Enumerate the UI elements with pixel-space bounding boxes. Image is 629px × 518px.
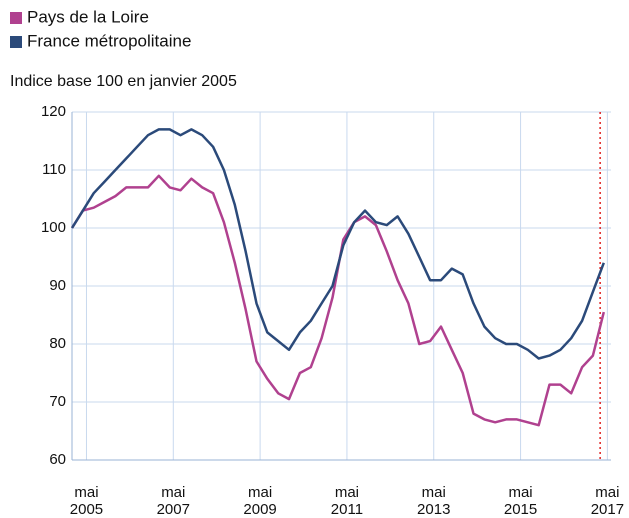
legend-swatch	[10, 36, 22, 48]
x-tick-label: mai 2011	[330, 484, 364, 518]
y-tick-label: 70	[49, 393, 66, 410]
x-tick-label: mai 2007	[156, 484, 190, 518]
y-tick-label: 60	[49, 451, 66, 468]
series-line	[70, 174, 606, 427]
subtitle: Indice base 100 en janvier 2005	[10, 73, 237, 90]
x-tick-label: mai 2017	[590, 484, 625, 518]
y-tick-label: 80	[49, 335, 66, 352]
x-tick-label: mai 2005	[69, 484, 104, 518]
y-tick-label: 100	[41, 219, 66, 236]
x-tick-label: mai 2009	[243, 484, 277, 518]
x-tick-label: mai 2015	[503, 484, 538, 518]
legend-label: France métropolitaine	[27, 31, 191, 50]
y-tick-label: 90	[49, 277, 66, 294]
y-tick-label: 110	[42, 161, 66, 178]
legend-label: Pays de la Loire	[27, 7, 149, 26]
legend-swatch	[10, 12, 22, 24]
series-line	[70, 128, 605, 360]
x-tick-label: mai 2013	[417, 484, 451, 518]
y-tick-label: 120	[41, 103, 66, 120]
